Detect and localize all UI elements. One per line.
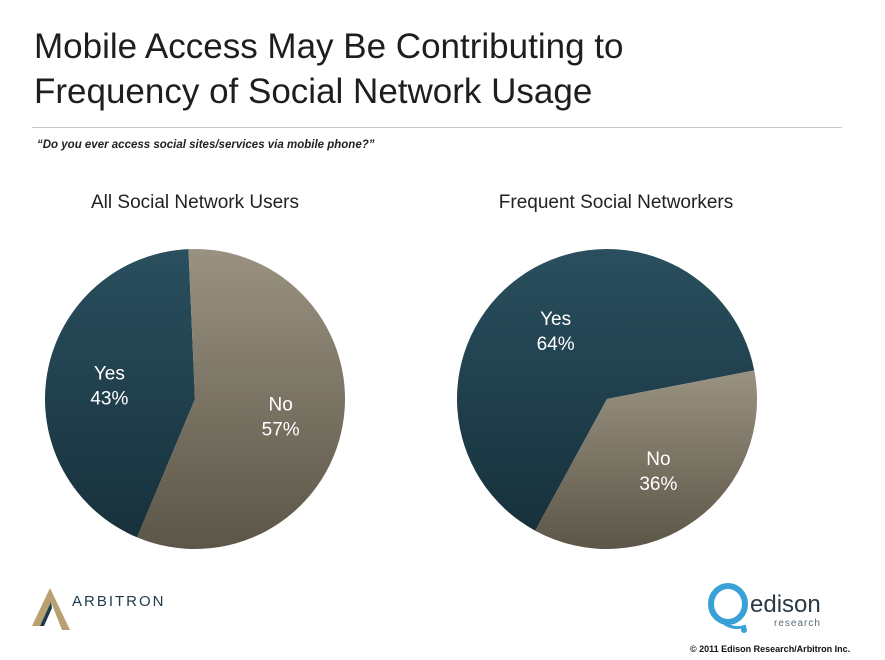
slice-label-yes: Yes <box>94 364 125 385</box>
pie-chart-frequent: Yes 64% No 36% <box>457 249 757 549</box>
pie-slice-yes <box>44 249 195 538</box>
slice-label-yes: Yes <box>540 309 571 330</box>
slice-label-no: No <box>646 449 670 470</box>
pie-title-frequent: Frequent Social Networkers <box>498 192 734 213</box>
slice-value-yes: 43% <box>90 389 128 410</box>
edison-logo-tail <box>714 614 747 630</box>
title-divider <box>32 127 842 128</box>
page-title: Mobile Access May Be Contributing to Fre… <box>34 24 854 114</box>
arbitron-logo-mark <box>32 588 70 630</box>
edison-logo-dot <box>741 627 747 633</box>
slice-value-no: 36% <box>639 474 677 495</box>
slice-label-no: No <box>269 394 293 415</box>
arbitron-logo: ARBITRON <box>32 588 166 630</box>
title-line-1: Mobile Access May Be Contributing to <box>34 27 624 66</box>
pie-slice-yes <box>457 249 755 531</box>
pie-chart-all-users: Yes 43% No 57% <box>44 249 345 549</box>
arbitron-logo-mark-shadow <box>40 602 52 626</box>
copyright-text: © 2011 Edison Research/Arbitron Inc. <box>690 644 851 654</box>
slice-value-yes: 64% <box>537 334 575 355</box>
title-line-2: Frequency of Social Network Usage <box>34 72 593 111</box>
edison-logo-subtext: research <box>774 618 821 629</box>
arbitron-logo-text: ARBITRON <box>72 593 166 610</box>
pie-slice-no <box>137 249 345 549</box>
survey-question: “Do you ever access social sites/service… <box>37 139 375 151</box>
slice-value-no: 57% <box>262 419 300 440</box>
edison-logo-swirl <box>708 583 748 625</box>
edison-research-logo: edison research <box>708 583 821 633</box>
edison-logo-text: edison <box>750 591 821 618</box>
pie-title-all-users: All Social Network Users <box>91 192 299 213</box>
pie-slice-no <box>535 370 757 549</box>
